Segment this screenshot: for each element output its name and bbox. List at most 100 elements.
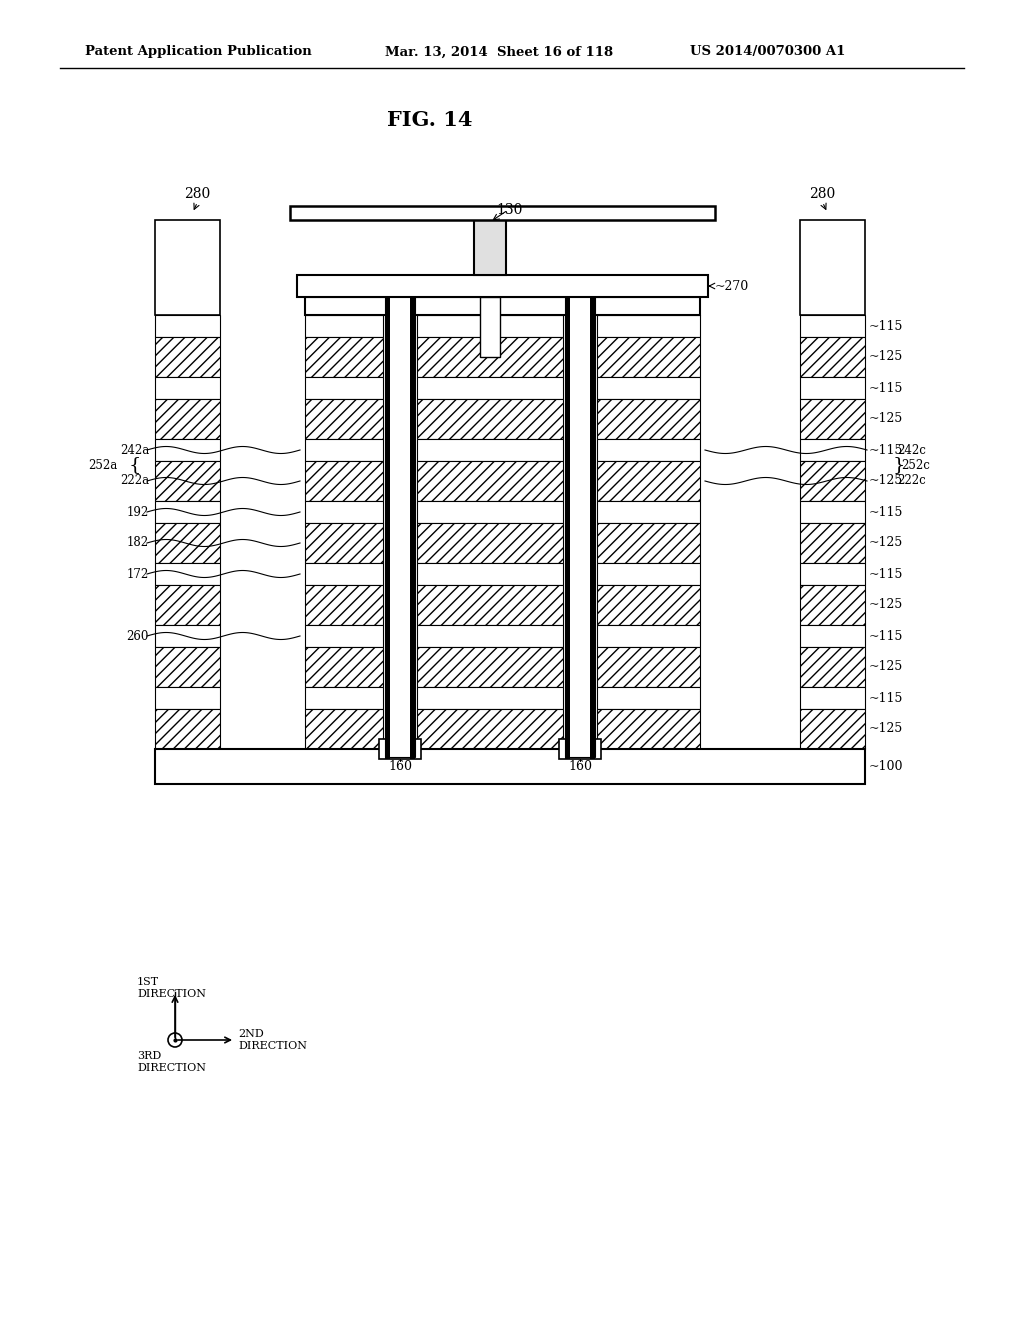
Text: ~270: ~270 xyxy=(715,280,750,293)
Bar xyxy=(597,686,700,709)
Text: ~125: ~125 xyxy=(869,598,903,611)
Bar xyxy=(597,440,700,461)
Text: 252a: 252a xyxy=(88,459,117,473)
Bar xyxy=(155,378,220,399)
Text: ~115: ~115 xyxy=(869,444,903,457)
Bar xyxy=(155,337,220,378)
Bar xyxy=(590,297,595,756)
Bar xyxy=(305,624,383,647)
Bar xyxy=(155,748,865,784)
Bar xyxy=(570,297,590,756)
Bar xyxy=(597,624,700,647)
Text: US 2014/0070300 A1: US 2014/0070300 A1 xyxy=(690,45,846,58)
Bar xyxy=(305,523,383,564)
Bar xyxy=(379,739,421,759)
Bar xyxy=(155,564,220,585)
Bar xyxy=(305,461,383,502)
Bar xyxy=(155,585,220,624)
Bar xyxy=(305,564,383,585)
Text: 222a: 222a xyxy=(120,474,150,487)
Bar xyxy=(800,564,865,585)
Bar xyxy=(597,461,700,502)
Text: 182: 182 xyxy=(127,536,150,549)
Bar xyxy=(417,523,563,564)
Text: ~100: ~100 xyxy=(869,760,903,774)
Bar xyxy=(305,378,383,399)
Bar xyxy=(565,739,570,759)
Bar xyxy=(800,315,865,337)
Bar xyxy=(597,399,700,440)
Bar xyxy=(417,564,563,585)
Bar xyxy=(597,585,700,624)
Text: 222c: 222c xyxy=(897,474,926,487)
Bar xyxy=(597,378,700,399)
Text: 3RD
DIRECTION: 3RD DIRECTION xyxy=(137,1051,206,1073)
Text: 242c: 242c xyxy=(897,444,926,457)
Bar xyxy=(305,502,383,523)
Bar xyxy=(155,523,220,564)
Bar xyxy=(155,315,220,337)
Bar xyxy=(305,709,383,748)
Text: ~115: ~115 xyxy=(869,381,903,395)
Bar xyxy=(155,399,220,440)
Bar xyxy=(155,709,220,748)
Bar xyxy=(305,585,383,624)
Text: ~115: ~115 xyxy=(869,319,903,333)
Text: 1ST
DIRECTION: 1ST DIRECTION xyxy=(137,977,206,999)
Text: ~125: ~125 xyxy=(869,536,903,549)
Bar xyxy=(410,297,415,756)
Bar xyxy=(597,564,700,585)
Bar xyxy=(417,315,563,337)
Bar xyxy=(480,297,500,356)
Bar xyxy=(597,337,700,378)
Bar xyxy=(590,739,595,759)
Bar xyxy=(565,297,595,756)
Bar xyxy=(417,647,563,686)
Text: ~125: ~125 xyxy=(869,660,903,673)
Bar xyxy=(385,739,390,759)
Bar xyxy=(417,378,563,399)
Bar xyxy=(410,739,415,759)
Bar xyxy=(800,337,865,378)
Bar xyxy=(390,297,410,756)
Bar xyxy=(155,461,220,502)
Bar xyxy=(800,686,865,709)
Text: Patent Application Publication: Patent Application Publication xyxy=(85,45,311,58)
Bar xyxy=(597,523,700,564)
Bar xyxy=(417,502,563,523)
Text: ~125: ~125 xyxy=(869,722,903,735)
Bar xyxy=(417,709,563,748)
Bar xyxy=(155,624,220,647)
Bar xyxy=(305,440,383,461)
Text: ~125: ~125 xyxy=(869,351,903,363)
Bar xyxy=(417,399,563,440)
Bar xyxy=(800,440,865,461)
Bar xyxy=(800,399,865,440)
Bar xyxy=(305,297,700,315)
Bar xyxy=(305,337,383,378)
Text: 2ND
DIRECTION: 2ND DIRECTION xyxy=(238,1030,307,1051)
Text: 160: 160 xyxy=(388,760,412,774)
Bar xyxy=(155,686,220,709)
Bar xyxy=(597,709,700,748)
Bar xyxy=(417,337,563,378)
Text: ~125: ~125 xyxy=(869,474,903,487)
Bar xyxy=(305,647,383,686)
Text: 172: 172 xyxy=(127,568,150,581)
Bar xyxy=(597,315,700,337)
Bar xyxy=(559,739,601,759)
Bar xyxy=(800,709,865,748)
Bar xyxy=(417,585,563,624)
Bar xyxy=(800,624,865,647)
Bar xyxy=(565,297,570,756)
Text: 242a: 242a xyxy=(120,444,150,457)
Text: ~115: ~115 xyxy=(869,506,903,519)
Bar xyxy=(474,220,506,275)
Text: ~115: ~115 xyxy=(869,630,903,643)
Text: 130: 130 xyxy=(497,203,523,216)
Text: {: { xyxy=(129,457,141,474)
Text: ~115: ~115 xyxy=(869,568,903,581)
Bar xyxy=(800,523,865,564)
Bar xyxy=(305,315,383,337)
Text: 280: 280 xyxy=(184,187,211,201)
